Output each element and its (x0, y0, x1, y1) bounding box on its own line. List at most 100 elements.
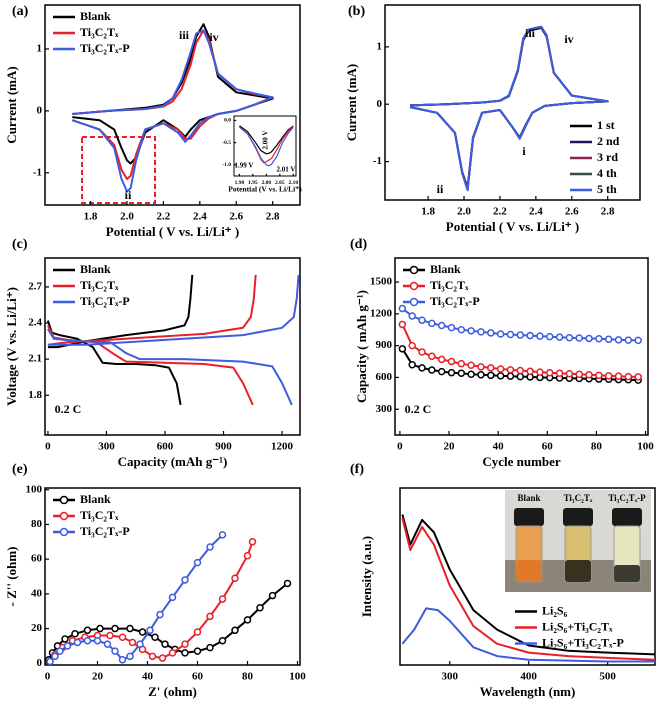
data-point (168, 649, 177, 657)
x-axis-label: Capacity (mAh g⁻¹) (118, 454, 228, 469)
legend-marker (59, 495, 69, 505)
data-point (158, 654, 167, 662)
vial-cap (514, 508, 544, 526)
data-point (437, 367, 446, 376)
legend-label: 3 rd (597, 150, 618, 164)
y-tick-label: -1.0 (222, 162, 231, 168)
x-tick-label: 20 (444, 441, 456, 453)
annotation: iv (564, 32, 573, 46)
x-tick-label: 900 (215, 441, 232, 453)
legend-label: 5 th (597, 182, 617, 196)
y-tick-label: 600 (376, 371, 393, 383)
legend-marker (409, 265, 419, 275)
y-tick-label: 100 (26, 483, 43, 495)
x-tick-label: 1.95 (248, 180, 258, 186)
legend-label: Ti₃C₂Tₓ-P (80, 524, 130, 538)
x-tick-label: 100 (289, 671, 306, 683)
y-tick-label: 0 (37, 104, 43, 116)
x-tick-label: 80 (242, 671, 254, 683)
x-tick-label: 2.05 (275, 180, 285, 186)
photo-label: Ti₃C₂Tₓ (564, 493, 593, 503)
panel-label: (c) (12, 237, 28, 252)
x-tick-label: 2.2 (157, 211, 171, 223)
data-point (193, 628, 202, 636)
series-line (409, 25, 609, 191)
x-tick-label: 2.2 (493, 206, 507, 218)
legend-label: Blank (80, 9, 111, 23)
panel-label: (b) (348, 4, 365, 19)
data-point (428, 366, 436, 374)
data-point (206, 643, 214, 652)
data-point (83, 626, 92, 635)
y-tick-label: 80 (31, 518, 43, 530)
data-point (496, 365, 505, 373)
x-tick-label: 0 (45, 671, 51, 683)
data-point (268, 591, 277, 600)
data-point (128, 638, 137, 647)
series-line (409, 25, 609, 192)
data-point (477, 328, 485, 336)
vial-photo (505, 490, 651, 592)
data-point (624, 336, 633, 344)
x-tick-label: 0 (397, 441, 403, 453)
x-tick-label: 300 (98, 441, 115, 453)
annotation: ii (437, 182, 444, 196)
annotation: iv (209, 30, 218, 44)
legend-label: Ti₃C₂Tₓ-P (80, 294, 130, 308)
data-point (206, 612, 214, 621)
series-line (47, 274, 300, 406)
vial-liquid (565, 560, 591, 582)
plot-frame (44, 487, 301, 666)
series-line (239, 126, 294, 167)
data-point (181, 640, 189, 648)
data-point (126, 652, 134, 661)
x-tick-label: 2.10 (288, 180, 298, 186)
data-point (181, 576, 189, 584)
data-point (138, 628, 147, 636)
data-point (516, 331, 525, 339)
x-tick-label: 2.6 (229, 211, 243, 223)
data-point (545, 332, 554, 341)
x-tick-label: 40 (142, 671, 154, 683)
y-axis-label: Capacity ( mAh g⁻¹) (354, 290, 369, 403)
data-point (136, 640, 144, 648)
data-point (575, 334, 583, 342)
data-point (73, 638, 82, 647)
annotation: 2.00 V (262, 131, 270, 150)
data-point (565, 369, 574, 378)
data-point (71, 630, 79, 638)
data-point (111, 647, 119, 655)
panel-label: (d) (350, 237, 367, 252)
data-point (96, 624, 104, 633)
plot-frame (233, 115, 297, 177)
annotation: 0.2 C (405, 402, 432, 416)
x-tick-label: 60 (542, 441, 554, 453)
x-axis-label: Z' (ohm) (148, 684, 197, 699)
x-tick-label: 2.8 (601, 206, 615, 218)
data-point (516, 366, 525, 375)
x-tick-label: 500 (599, 671, 616, 683)
data-point (106, 631, 114, 640)
data-point (496, 330, 505, 338)
data-point (218, 636, 227, 645)
y-tick-label: -1 (373, 155, 382, 167)
data-point (243, 616, 252, 624)
data-point (437, 321, 446, 330)
data-point (555, 369, 564, 377)
data-point (457, 369, 466, 377)
y-tick-label: 2.4 (28, 317, 42, 329)
data-point (218, 595, 227, 603)
y-tick-label: 1500 (370, 276, 393, 288)
annotation: i (522, 144, 526, 158)
x-tick-label: 2.6 (565, 206, 579, 218)
data-point (585, 371, 593, 379)
legend-marker (59, 527, 69, 537)
y-tick-label: 2.7 (28, 280, 42, 292)
data-point (516, 372, 525, 381)
data-point (467, 361, 475, 370)
data-point (624, 372, 633, 381)
data-point (83, 636, 92, 645)
series-line (409, 26, 609, 189)
x-tick-label: 2.4 (529, 206, 543, 218)
data-point (418, 348, 426, 356)
